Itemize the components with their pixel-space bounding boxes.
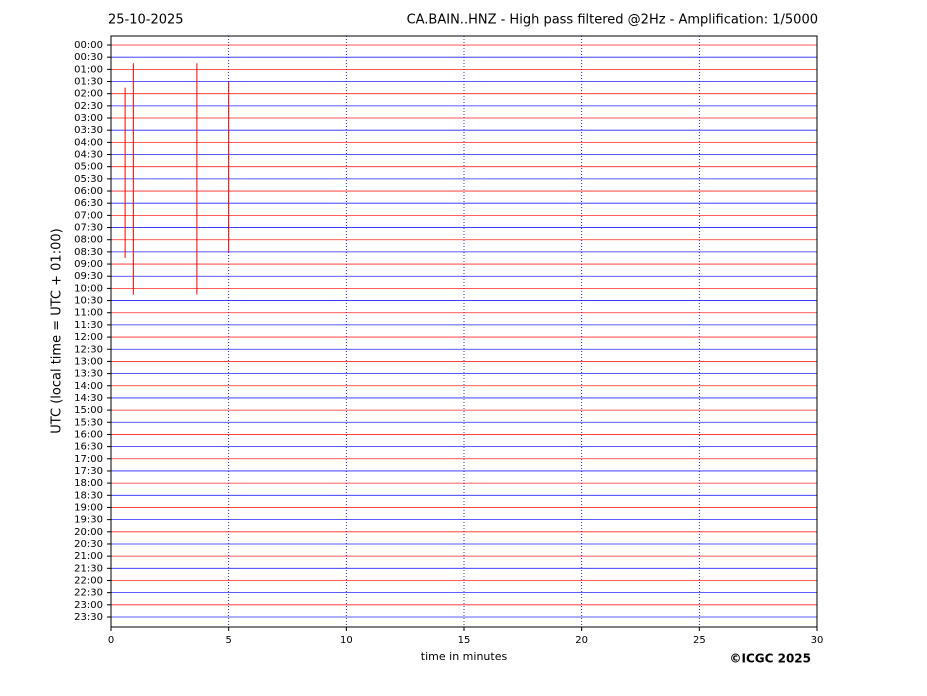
y-tick-label: 09:00 <box>74 259 103 270</box>
y-tick-label: 18:30 <box>74 490 103 501</box>
y-tick-label: 04:00 <box>74 137 103 148</box>
y-tick-label: 08:30 <box>74 247 103 258</box>
y-tick-label: 13:30 <box>74 369 103 380</box>
y-tick-label: 19:30 <box>74 515 103 526</box>
y-tick-label: 18:00 <box>74 478 103 489</box>
y-tick-label: 12:30 <box>74 344 103 355</box>
y-tick-label: 20:30 <box>74 539 103 550</box>
y-tick-label: 00:00 <box>74 40 103 51</box>
y-tick-label: 19:00 <box>74 502 103 513</box>
x-tick-label: 25 <box>693 635 706 646</box>
y-tick-label: 03:30 <box>74 125 103 136</box>
y-tick-label: 02:30 <box>74 101 103 112</box>
y-tick-label: 16:00 <box>74 429 103 440</box>
y-tick-label: 17:30 <box>74 466 103 477</box>
y-tick-label: 01:30 <box>74 77 103 88</box>
x-tick-label: 30 <box>811 635 824 646</box>
plot-frame <box>110 35 818 628</box>
copyright: ©ICGC 2025 <box>729 652 811 666</box>
y-tick-label: 06:00 <box>74 186 103 197</box>
y-tick-label: 22:30 <box>74 588 103 599</box>
y-tick-label: 10:30 <box>74 296 103 307</box>
y-tick-label: 15:00 <box>74 405 103 416</box>
y-tick-label: 20:00 <box>74 527 103 538</box>
x-tick-label: 10 <box>340 635 353 646</box>
y-tick-label: 08:00 <box>74 235 103 246</box>
y-tick-label: 21:30 <box>74 563 103 574</box>
y-tick-label: 23:00 <box>74 600 103 611</box>
y-tick-label: 14:00 <box>74 381 103 392</box>
y-tick-label: 13:00 <box>74 356 103 367</box>
y-tick-label: 03:00 <box>74 113 103 124</box>
chart-title: CA.BAIN..HNZ - High pass filtered @2Hz -… <box>407 13 818 28</box>
y-tick-label: 04:30 <box>74 150 103 161</box>
x-axis-label: time in minutes <box>421 650 508 663</box>
y-tick-label: 07:30 <box>74 223 103 234</box>
x-tick-label: 20 <box>575 635 588 646</box>
y-tick-label: 10:00 <box>74 283 103 294</box>
y-tick-label: 17:00 <box>74 454 103 465</box>
y-tick-label: 01:00 <box>74 64 103 75</box>
y-tick-label: 05:00 <box>74 162 103 173</box>
y-tick-label: 14:30 <box>74 393 103 404</box>
y-tick-label: 07:00 <box>74 210 103 221</box>
y-tick-label: 15:30 <box>74 417 103 428</box>
y-tick-label: 23:30 <box>74 612 103 623</box>
date-title: 25-10-2025 <box>108 13 184 28</box>
y-tick-label: 21:00 <box>74 551 103 562</box>
y-tick-label: 16:30 <box>74 442 103 453</box>
y-tick-label: 11:00 <box>74 308 103 319</box>
y-tick-label: 05:30 <box>74 174 103 185</box>
y-tick-label: 06:30 <box>74 198 103 209</box>
y-axis-label: UTC (local time = UTC + 01:00) <box>50 228 65 433</box>
x-tick-label: 5 <box>225 635 231 646</box>
y-tick-label: 11:30 <box>74 320 103 331</box>
y-tick-label: 00:30 <box>74 52 103 63</box>
y-tick-label: 02:00 <box>74 89 103 100</box>
x-tick-label: 15 <box>458 635 471 646</box>
y-tick-label: 12:00 <box>74 332 103 343</box>
y-tick-label: 09:30 <box>74 271 103 282</box>
x-tick-label: 0 <box>108 635 114 646</box>
y-tick-label: 22:00 <box>74 575 103 586</box>
